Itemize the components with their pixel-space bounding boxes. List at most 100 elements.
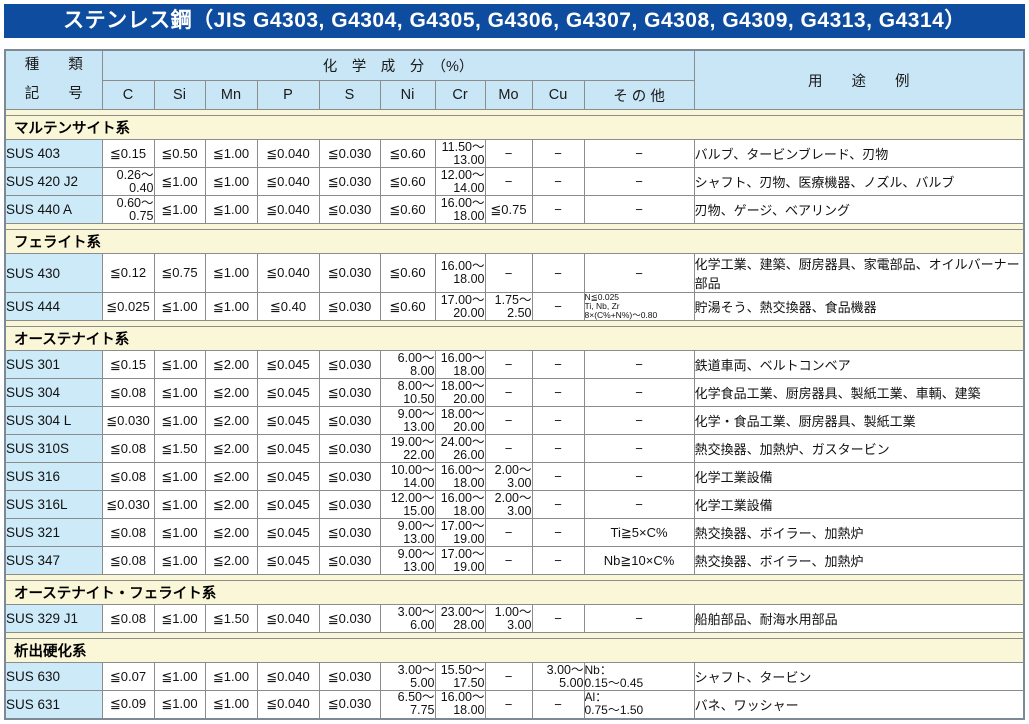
cell-c: ≦0.15 — [101, 139, 155, 168]
table-row: SUS 430 ≦0.12 ≦0.75 ≦1.00 ≦0.040 ≦0.030 ≦0.60 1… — [4, 253, 1025, 293]
cell-usage: 船舶部品、耐海水用部品 — [693, 604, 1025, 633]
section-header-row: オーステナイト・フェライト系 — [4, 580, 1025, 605]
cell-cu: − — [531, 546, 585, 575]
cell-p: ≦0.040 — [256, 195, 320, 224]
cell-ni: ≦0.60 — [379, 167, 436, 196]
cell-ni: 9.00～ 13.00 — [379, 406, 436, 435]
cell-p: ≦0.040 — [256, 690, 320, 719]
cell-cr: 16.00～ 18.00 — [434, 350, 486, 379]
cell-p: ≦0.045 — [256, 378, 320, 407]
cell-other: − — [583, 462, 695, 491]
stainless-steel-spec-table: 種 類 記 号 化 学 成 分 （%） 用 途 例 C Si Mn P S Ni Cr Mo C… — [4, 49, 1025, 720]
cell-cu: 3.00～ 5.00 — [531, 662, 585, 691]
table-row: SUS 444 ≦0.025 ≦1.00 ≦1.00 ≦0.40 ≦0.030 ≦0.60 1… — [4, 292, 1025, 321]
cell-mo: − — [484, 378, 533, 407]
cell-p: ≦0.040 — [256, 604, 320, 633]
cell-si: ≦1.00 — [153, 378, 206, 407]
row-code: SUS 444 — [4, 292, 103, 321]
row-code: SUS 304 — [4, 378, 103, 407]
cell-mo: ≦0.75 — [484, 195, 533, 224]
cell-usage: 貯湯そう、熱交換器、食品機器 — [693, 292, 1025, 321]
cell-cu: − — [531, 253, 585, 293]
cell-s: ≦0.030 — [318, 462, 381, 491]
cell-usage: 化学工業設備 — [693, 490, 1025, 519]
cell-mn: ≦2.00 — [204, 546, 258, 575]
cell-other: − — [583, 139, 695, 168]
cell-mn: ≦1.00 — [204, 662, 258, 691]
cell-cr: 23.00～ 28.00 — [434, 604, 486, 633]
section-header-row: フェライト系 — [4, 229, 1025, 254]
cell-c: ≦0.030 — [101, 406, 155, 435]
col-header-si: Si — [153, 80, 206, 110]
cell-s: ≦0.030 — [318, 253, 381, 293]
table-row: SUS 304 L ≦0.030 ≦1.00 ≦2.00 ≦0.045 ≦0.030 9.0… — [4, 406, 1025, 435]
cell-cu: − — [531, 518, 585, 547]
cell-mn: ≦2.00 — [204, 434, 258, 463]
col-header-s: S — [318, 80, 381, 110]
table-row: SUS 440 A 0.60～ 0.75 ≦1.00 ≦1.00 ≦0.040 ≦0.03… — [4, 195, 1025, 224]
cell-c: ≦0.08 — [101, 604, 155, 633]
cell-s: ≦0.030 — [318, 690, 381, 719]
cell-s: ≦0.030 — [318, 139, 381, 168]
cell-c: ≦0.08 — [101, 434, 155, 463]
cell-mo: − — [484, 546, 533, 575]
cell-c: ≦0.08 — [101, 546, 155, 575]
cell-cr: 18.00～ 20.00 — [434, 406, 486, 435]
cell-mn: ≦2.00 — [204, 378, 258, 407]
cell-s: ≦0.030 — [318, 662, 381, 691]
row-code: SUS 321 — [4, 518, 103, 547]
cell-cu: − — [531, 604, 585, 633]
cell-s: ≦0.030 — [318, 195, 381, 224]
header-row-group: 種 類 記 号 化 学 成 分 （%） 用 途 例 — [4, 49, 1025, 110]
cell-mo: 1.00～ 3.00 — [484, 604, 533, 633]
cell-mo: − — [484, 518, 533, 547]
cell-si: ≦1.00 — [153, 195, 206, 224]
cell-other: − — [583, 490, 695, 519]
table-row: SUS 420 J2 0.26～ 0.40 ≦1.00 ≦1.00 ≦0.040 ≦0.0… — [4, 167, 1025, 196]
row-code: SUS 301 — [4, 350, 103, 379]
col-header-other: そ の 他 — [583, 80, 695, 110]
cell-other: − — [583, 350, 695, 379]
section-title: オーステナイト系 — [4, 326, 1025, 351]
cell-mn: ≦2.00 — [204, 462, 258, 491]
col-header-c: C — [101, 80, 155, 110]
table-row: SUS 301 ≦0.15 ≦1.00 ≦2.00 ≦0.045 ≦0.030 6.00～ … — [4, 350, 1025, 379]
row-code: SUS 631 — [4, 690, 103, 719]
row-code: SUS 430 — [4, 253, 103, 293]
cell-cr: 17.00～ 20.00 — [434, 292, 486, 321]
cell-si: ≦1.00 — [153, 292, 206, 321]
cell-other: Al： 0.75～1.50 — [583, 690, 695, 719]
cell-cu: − — [531, 690, 585, 719]
cell-other: − — [583, 195, 695, 224]
cell-cr: 15.50～ 17.50 — [434, 662, 486, 691]
table-header: 種 類 記 号 化 学 成 分 （%） 用 途 例 C Si Mn P S Ni Cr Mo C… — [4, 49, 1025, 110]
cell-p: ≦0.40 — [256, 292, 320, 321]
cell-c: ≦0.08 — [101, 462, 155, 491]
cell-si: ≦1.00 — [153, 167, 206, 196]
cell-mo: − — [484, 690, 533, 719]
cell-ni: ≦0.60 — [379, 195, 436, 224]
row-code: SUS 630 — [4, 662, 103, 691]
cell-cr: 16.00～ 18.00 — [434, 253, 486, 293]
cell-cr: 16.00～ 18.00 — [434, 490, 486, 519]
table-row: SUS 316L ≦0.030 ≦1.00 ≦2.00 ≦0.045 ≦0.030 12.0… — [4, 490, 1025, 519]
cell-cr: 17.00～ 19.00 — [434, 546, 486, 575]
cell-s: ≦0.030 — [318, 350, 381, 379]
cell-s: ≦0.030 — [318, 406, 381, 435]
cell-s: ≦0.030 — [318, 604, 381, 633]
cell-si: ≦1.00 — [153, 406, 206, 435]
cell-ni: 12.00～ 15.00 — [379, 490, 436, 519]
cell-other: − — [583, 406, 695, 435]
cell-p: ≦0.040 — [256, 253, 320, 293]
cell-other: − — [583, 604, 695, 633]
cell-p: ≦0.045 — [256, 546, 320, 575]
col-header-chemical-composition: 化 学 成 分 （%） — [101, 49, 695, 82]
cell-cr: 18.00～ 20.00 — [434, 378, 486, 407]
cell-cu: − — [531, 378, 585, 407]
cell-cu: − — [531, 434, 585, 463]
cell-mo: − — [484, 167, 533, 196]
cell-si: ≦1.00 — [153, 518, 206, 547]
cell-c: ≦0.07 — [101, 662, 155, 691]
cell-s: ≦0.030 — [318, 434, 381, 463]
section-title: フェライト系 — [4, 229, 1025, 254]
